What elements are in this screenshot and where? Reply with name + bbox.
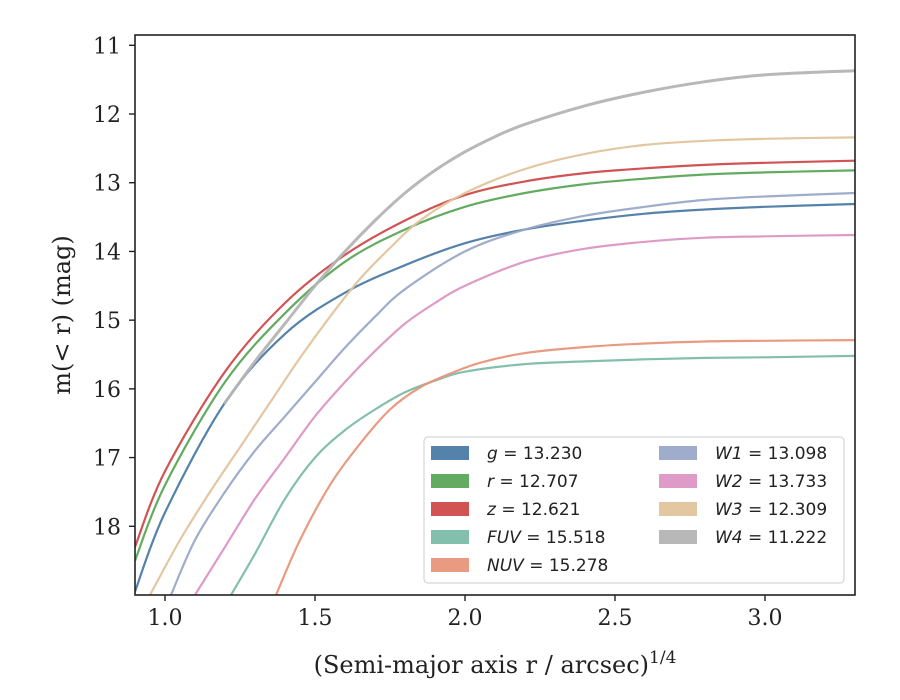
legend-label-w3: W3 = 12.309 bbox=[715, 500, 827, 520]
legend-swatch-nuv bbox=[431, 558, 469, 572]
legend-label-w4: W4 = 11.222 bbox=[715, 528, 827, 548]
legend-swatch-w2 bbox=[659, 474, 697, 488]
legend-label-z: z = 12.621 bbox=[486, 500, 580, 520]
y-tick-label: 11 bbox=[93, 34, 121, 59]
series-line-w3 bbox=[148, 136, 855, 595]
y-tick-label: 15 bbox=[93, 309, 121, 334]
y-axis-title: m(< r) (mag) bbox=[48, 235, 76, 394]
x-tick-label: 2.0 bbox=[448, 606, 483, 631]
y-tick-label: 13 bbox=[93, 172, 121, 197]
legend-swatch-w4 bbox=[659, 530, 697, 544]
x-tick-label: 1.0 bbox=[148, 606, 183, 631]
legend-label-w2: W2 = 13.733 bbox=[715, 472, 827, 492]
y-tick-label: 17 bbox=[93, 447, 121, 472]
y-tick-label: 18 bbox=[93, 515, 121, 540]
series-layer bbox=[135, 69, 855, 595]
x-axis-title-exponent: 1/4 bbox=[649, 648, 676, 668]
legend-swatch-g bbox=[431, 446, 469, 460]
y-tick-label: 12 bbox=[93, 103, 121, 128]
legend-swatch-w1 bbox=[659, 446, 697, 460]
legend-label-fuv: FUV = 15.518 bbox=[487, 528, 605, 548]
series-line-w1 bbox=[169, 191, 855, 595]
legend-swatch-r bbox=[431, 474, 469, 488]
series-line-nuv bbox=[274, 339, 855, 595]
legend: g = 13.230 r = 12.707 z = 12.621 FUV = 15.5… bbox=[423, 436, 845, 584]
legend-label-w1: W1 = 13.098 bbox=[715, 444, 827, 464]
series-line-g bbox=[135, 202, 855, 593]
series-line-w4 bbox=[223, 69, 855, 405]
y-axis: 11 12 13 14 15 16 17 18 bbox=[93, 34, 135, 540]
legend-frame bbox=[423, 436, 845, 584]
x-axis-title-main: (Semi-major axis r / arcsec) bbox=[314, 651, 649, 679]
series-line-z bbox=[135, 159, 855, 548]
legend-swatch-z bbox=[431, 502, 469, 516]
y-tick-label: 16 bbox=[93, 378, 121, 403]
series-line-r bbox=[135, 169, 855, 562]
legend-label-r: r = 12.707 bbox=[487, 472, 579, 492]
legend-label-g: g = 13.230 bbox=[487, 444, 582, 464]
x-axis-title: (Semi-major axis r / arcsec)1/4 bbox=[314, 648, 677, 679]
x-tick-label: 2.5 bbox=[598, 606, 633, 631]
x-tick-label: 1.5 bbox=[298, 606, 333, 631]
legend-label-nuv: NUV = 15.278 bbox=[487, 556, 608, 576]
y-tick-label: 14 bbox=[93, 240, 121, 265]
legend-swatch-w3 bbox=[659, 502, 697, 516]
x-tick-label: 3.0 bbox=[748, 606, 783, 631]
legend-swatch-fuv bbox=[431, 530, 469, 544]
x-axis: 1.0 1.5 2.0 2.5 3.0 bbox=[148, 595, 783, 631]
plot-frame bbox=[134, 34, 856, 596]
series-line-w2 bbox=[193, 233, 855, 595]
